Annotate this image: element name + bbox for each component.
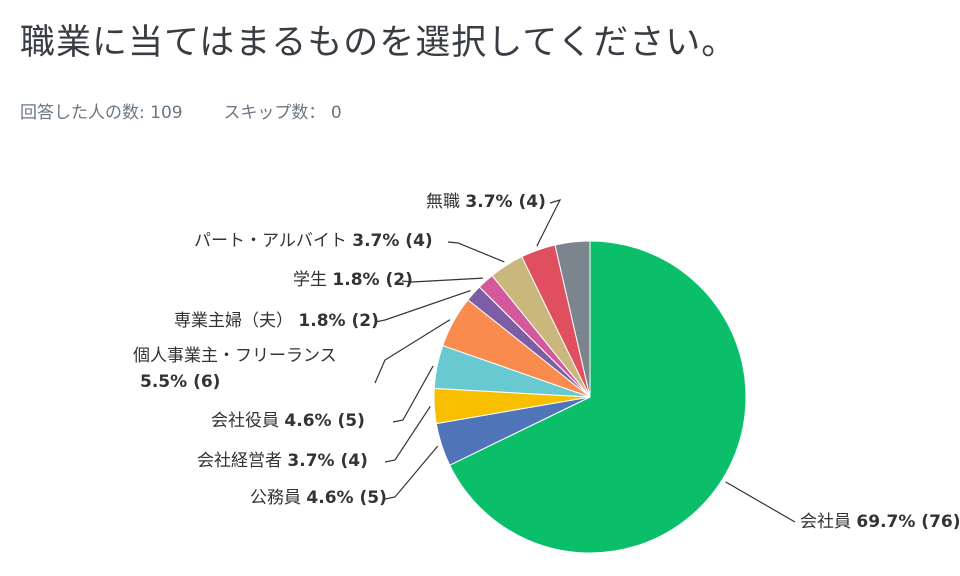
leader-line: [392, 365, 434, 423]
slice-label-name: 会社経営者: [197, 451, 287, 471]
slice-label-name: 無職: [426, 192, 465, 212]
pie-slice: [554, 240, 591, 398]
leader-line: [384, 445, 439, 500]
slice-label-name: 学生: [293, 270, 332, 290]
pie-slice: [449, 240, 747, 554]
slice-label-value: 1.8% (2): [332, 270, 412, 290]
leader-line: [374, 319, 451, 384]
slice-label-value: 1.8% (2): [298, 311, 378, 331]
response-stats: 回答した人の数: 109 スキップ数： 0: [20, 98, 342, 123]
slice-label-value: 69.7% (76): [856, 512, 960, 532]
leader-line: [447, 241, 505, 263]
slice-label-name: 公務員: [250, 488, 306, 508]
slice-label: 会社員 69.7% (76): [800, 512, 960, 532]
slice-label: パート・アルバイト 3.7% (4): [194, 231, 433, 251]
skipped-count: 0: [330, 103, 342, 123]
slice-label-name: パート・アルバイト: [194, 231, 352, 251]
leader-line: [384, 405, 431, 463]
slice-label: 個人事業主・フリーランス: [133, 346, 337, 366]
slice-label-value: 5.5% (6): [140, 372, 220, 392]
slice-label-name: 個人事業主・フリーランス: [133, 346, 337, 366]
leader-line: [374, 290, 471, 323]
slice-label-value: 4.6% (5): [284, 411, 364, 431]
leader-lines: [374, 199, 796, 523]
slice-label: 専業主婦（夫） 1.8% (2): [174, 311, 379, 331]
question-title: 職業に当てはまるものを選択してください。: [20, 23, 738, 63]
answered-count: 109: [150, 103, 183, 123]
slice-label-name: 専業主婦（夫）: [174, 311, 298, 331]
leader-line: [536, 199, 562, 247]
leader-line: [401, 277, 483, 283]
slice-label-value: 3.7% (4): [352, 231, 432, 251]
slice-label-value: 3.7% (4): [465, 192, 545, 212]
slice-label-name: 会社員: [800, 512, 856, 532]
slice-labels: 会社員 69.7% (76) 公務員 4.6% (5) 会社経営者 3.7% (4)…: [133, 192, 960, 532]
slice-label: 無職 3.7% (4): [426, 192, 546, 212]
slice-label-value: 3.7% (4): [287, 451, 367, 471]
slice-label: 公務員 4.6% (5): [250, 488, 387, 508]
slice-label-value: 4.6% (5): [306, 488, 386, 508]
slice-label: 会社役員 4.6% (5): [211, 411, 365, 431]
slice-label: 会社経営者 3.7% (4): [197, 451, 368, 471]
answered-label: 回答した人の数:: [20, 103, 145, 123]
slice-label: 学生 1.8% (2): [293, 270, 413, 290]
slice-label-name: 会社役員: [211, 411, 284, 431]
leader-line: [725, 481, 796, 523]
pie-slices: [433, 240, 747, 554]
skipped-label: スキップ数：: [223, 103, 326, 123]
